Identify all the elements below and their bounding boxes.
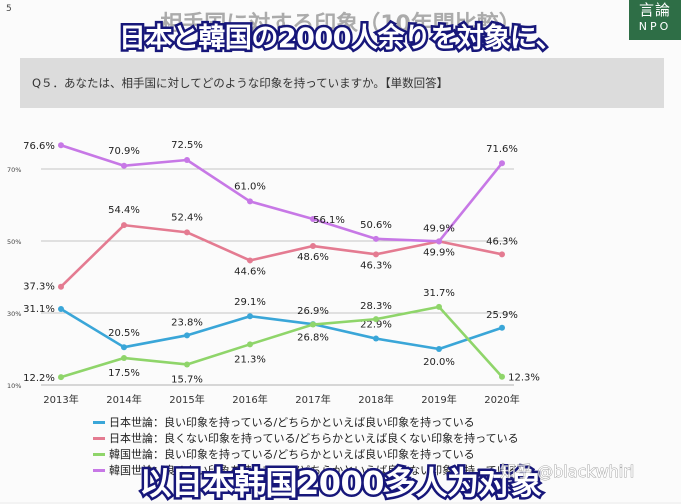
series-2-label-4: 26.8% (297, 333, 329, 344)
series-0-point-1 (121, 344, 127, 351)
x-tick-label-5: 2018年 (358, 393, 393, 406)
y-tick-label-3: 70% (7, 166, 21, 174)
x-tick-label-2: 2015年 (169, 393, 204, 406)
series-1-point-3 (247, 257, 253, 264)
legend-swatch-1 (93, 437, 105, 440)
series-2-point-7 (499, 373, 505, 380)
legend-swatch-0 (93, 421, 105, 424)
series-1-label-5: 46.3% (360, 260, 392, 271)
series-3-point-7 (499, 160, 505, 167)
series-1-point-4 (310, 243, 316, 250)
series-0-label-5: 22.9% (360, 320, 392, 331)
question-banner: Q５．あなたは、相手国に対してどのような印象を持っていますか。【単数回答】 (20, 58, 664, 108)
series-1-point-1 (121, 222, 127, 229)
series-0-point-6 (436, 346, 442, 352)
series-3-point-3 (247, 198, 253, 205)
series-0-point-5 (373, 335, 379, 342)
x-tick-label-0: 2013年 (43, 393, 78, 406)
legend-swatch-3 (93, 469, 105, 472)
series-1-point-0 (58, 283, 64, 290)
genron-npo-logo: 言論 NPO (629, 0, 681, 40)
x-tick-label-6: 2019年 (421, 393, 456, 406)
series-2-label-6: 31.7% (423, 288, 455, 299)
series-1-label-0: 37.3% (23, 282, 55, 293)
series-3-point-0 (58, 142, 64, 149)
series-3-point-5 (373, 235, 379, 242)
x-tick-label-7: 2020年 (484, 393, 519, 406)
series-0-label-7: 25.9% (486, 310, 518, 321)
legend-label-3: 韓国世論：良くない印象を持っている/どちらかといえば良くない印象を持っている (109, 464, 519, 477)
series-1-label-3: 44.6% (234, 266, 266, 277)
series-3-point-2 (184, 157, 190, 163)
series-3-label-0: 76.6% (23, 141, 55, 152)
legend-swatch-2 (93, 453, 105, 456)
x-tick-label-3: 2016年 (232, 393, 267, 406)
subtitle-caption-top: 日本と韓国の2000人余りを対象に、 (116, 21, 565, 57)
series-2-label-2: 15.7% (171, 374, 203, 385)
series-3-label-5: 50.6% (360, 220, 392, 231)
legend-label-2: 韓国世論：良い印象を持っている/どちらかといえば良い印象を持っている (109, 448, 475, 461)
series-2-point-6 (436, 303, 442, 310)
series-0-label-1: 20.5% (108, 328, 140, 339)
series-1-point-7 (499, 251, 505, 258)
series-0-label-6: 20.0% (423, 357, 455, 368)
series-3-label-3: 61.0% (234, 181, 266, 192)
series-0-point-7 (499, 324, 505, 331)
y-tick-label-1: 30% (7, 310, 21, 318)
series-2-point-4 (310, 321, 316, 328)
watermark: 知乎 @blackwhirl (499, 462, 635, 482)
page-number: 5 (6, 4, 12, 14)
logo-text-bottom: NPO (638, 20, 672, 33)
subtitle-caption-bottom: 以日本韩国2000多人为对象 (137, 462, 545, 504)
series-3-label-4: 56.1% (313, 215, 345, 226)
y-tick-label-2: 50% (7, 238, 21, 246)
logo-text-top: 言論 (638, 1, 671, 19)
series-1-label-1: 54.4% (108, 205, 140, 216)
series-2-label-1: 17.5% (108, 368, 140, 379)
series-2-label-3: 21.3% (234, 354, 266, 365)
series-0-label-2: 23.8% (171, 317, 203, 328)
series-2-point-1 (121, 355, 127, 361)
series-line-2 (60, 305, 503, 379)
series-0-label-3: 29.1% (234, 297, 266, 308)
series-0-point-3 (247, 313, 253, 320)
series-0-point-0 (58, 306, 64, 313)
series-0-label-4: 26.9% (297, 306, 329, 317)
series-1-label-6: 49.9% (423, 247, 455, 258)
series-line-0 (60, 307, 503, 351)
series-0-label-0: 31.1% (23, 304, 55, 315)
series-2-point-3 (247, 341, 253, 348)
series-2-label-7: 12.3% (508, 373, 540, 384)
series-2-label-0: 12.2% (23, 373, 55, 384)
series-2-label-5: 28.3% (360, 301, 392, 312)
series-line-3 (60, 144, 504, 243)
y-tick-label-0: 10% (7, 382, 21, 390)
series-3-label-7: 71.6% (486, 144, 518, 155)
legend-label-1: 日本世論：良くない印象を持っている/どちらかといえば良くない印象を持っている (109, 432, 519, 445)
series-0-point-2 (184, 332, 190, 339)
series-3-point-6 (436, 238, 442, 245)
legend-label-0: 日本世論：良い印象を持っている/どちらかといえば良い印象を持っている (109, 416, 475, 429)
series-3-label-2: 72.5% (171, 140, 203, 151)
series-2-point-0 (58, 374, 64, 381)
series-2-point-2 (184, 361, 190, 368)
series-3-point-4 (310, 216, 316, 223)
x-tick-label-1: 2014年 (106, 393, 141, 406)
x-tick-label-4: 2017年 (295, 393, 330, 406)
series-3-point-1 (121, 162, 127, 169)
slide-title: 相手国に対する印象（10年間比較） (160, 12, 521, 37)
series-3-label-1: 70.9% (108, 146, 140, 157)
series-line-1 (60, 223, 503, 288)
series-1-label-2: 52.4% (171, 212, 203, 223)
series-1-label-7: 46.3% (486, 236, 518, 247)
series-3-label-6: 49.9% (423, 223, 455, 234)
series-1-label-4: 48.6% (297, 252, 329, 263)
series-1-point-5 (373, 251, 379, 258)
series-2-point-5 (373, 316, 379, 323)
series-1-point-2 (184, 229, 190, 236)
